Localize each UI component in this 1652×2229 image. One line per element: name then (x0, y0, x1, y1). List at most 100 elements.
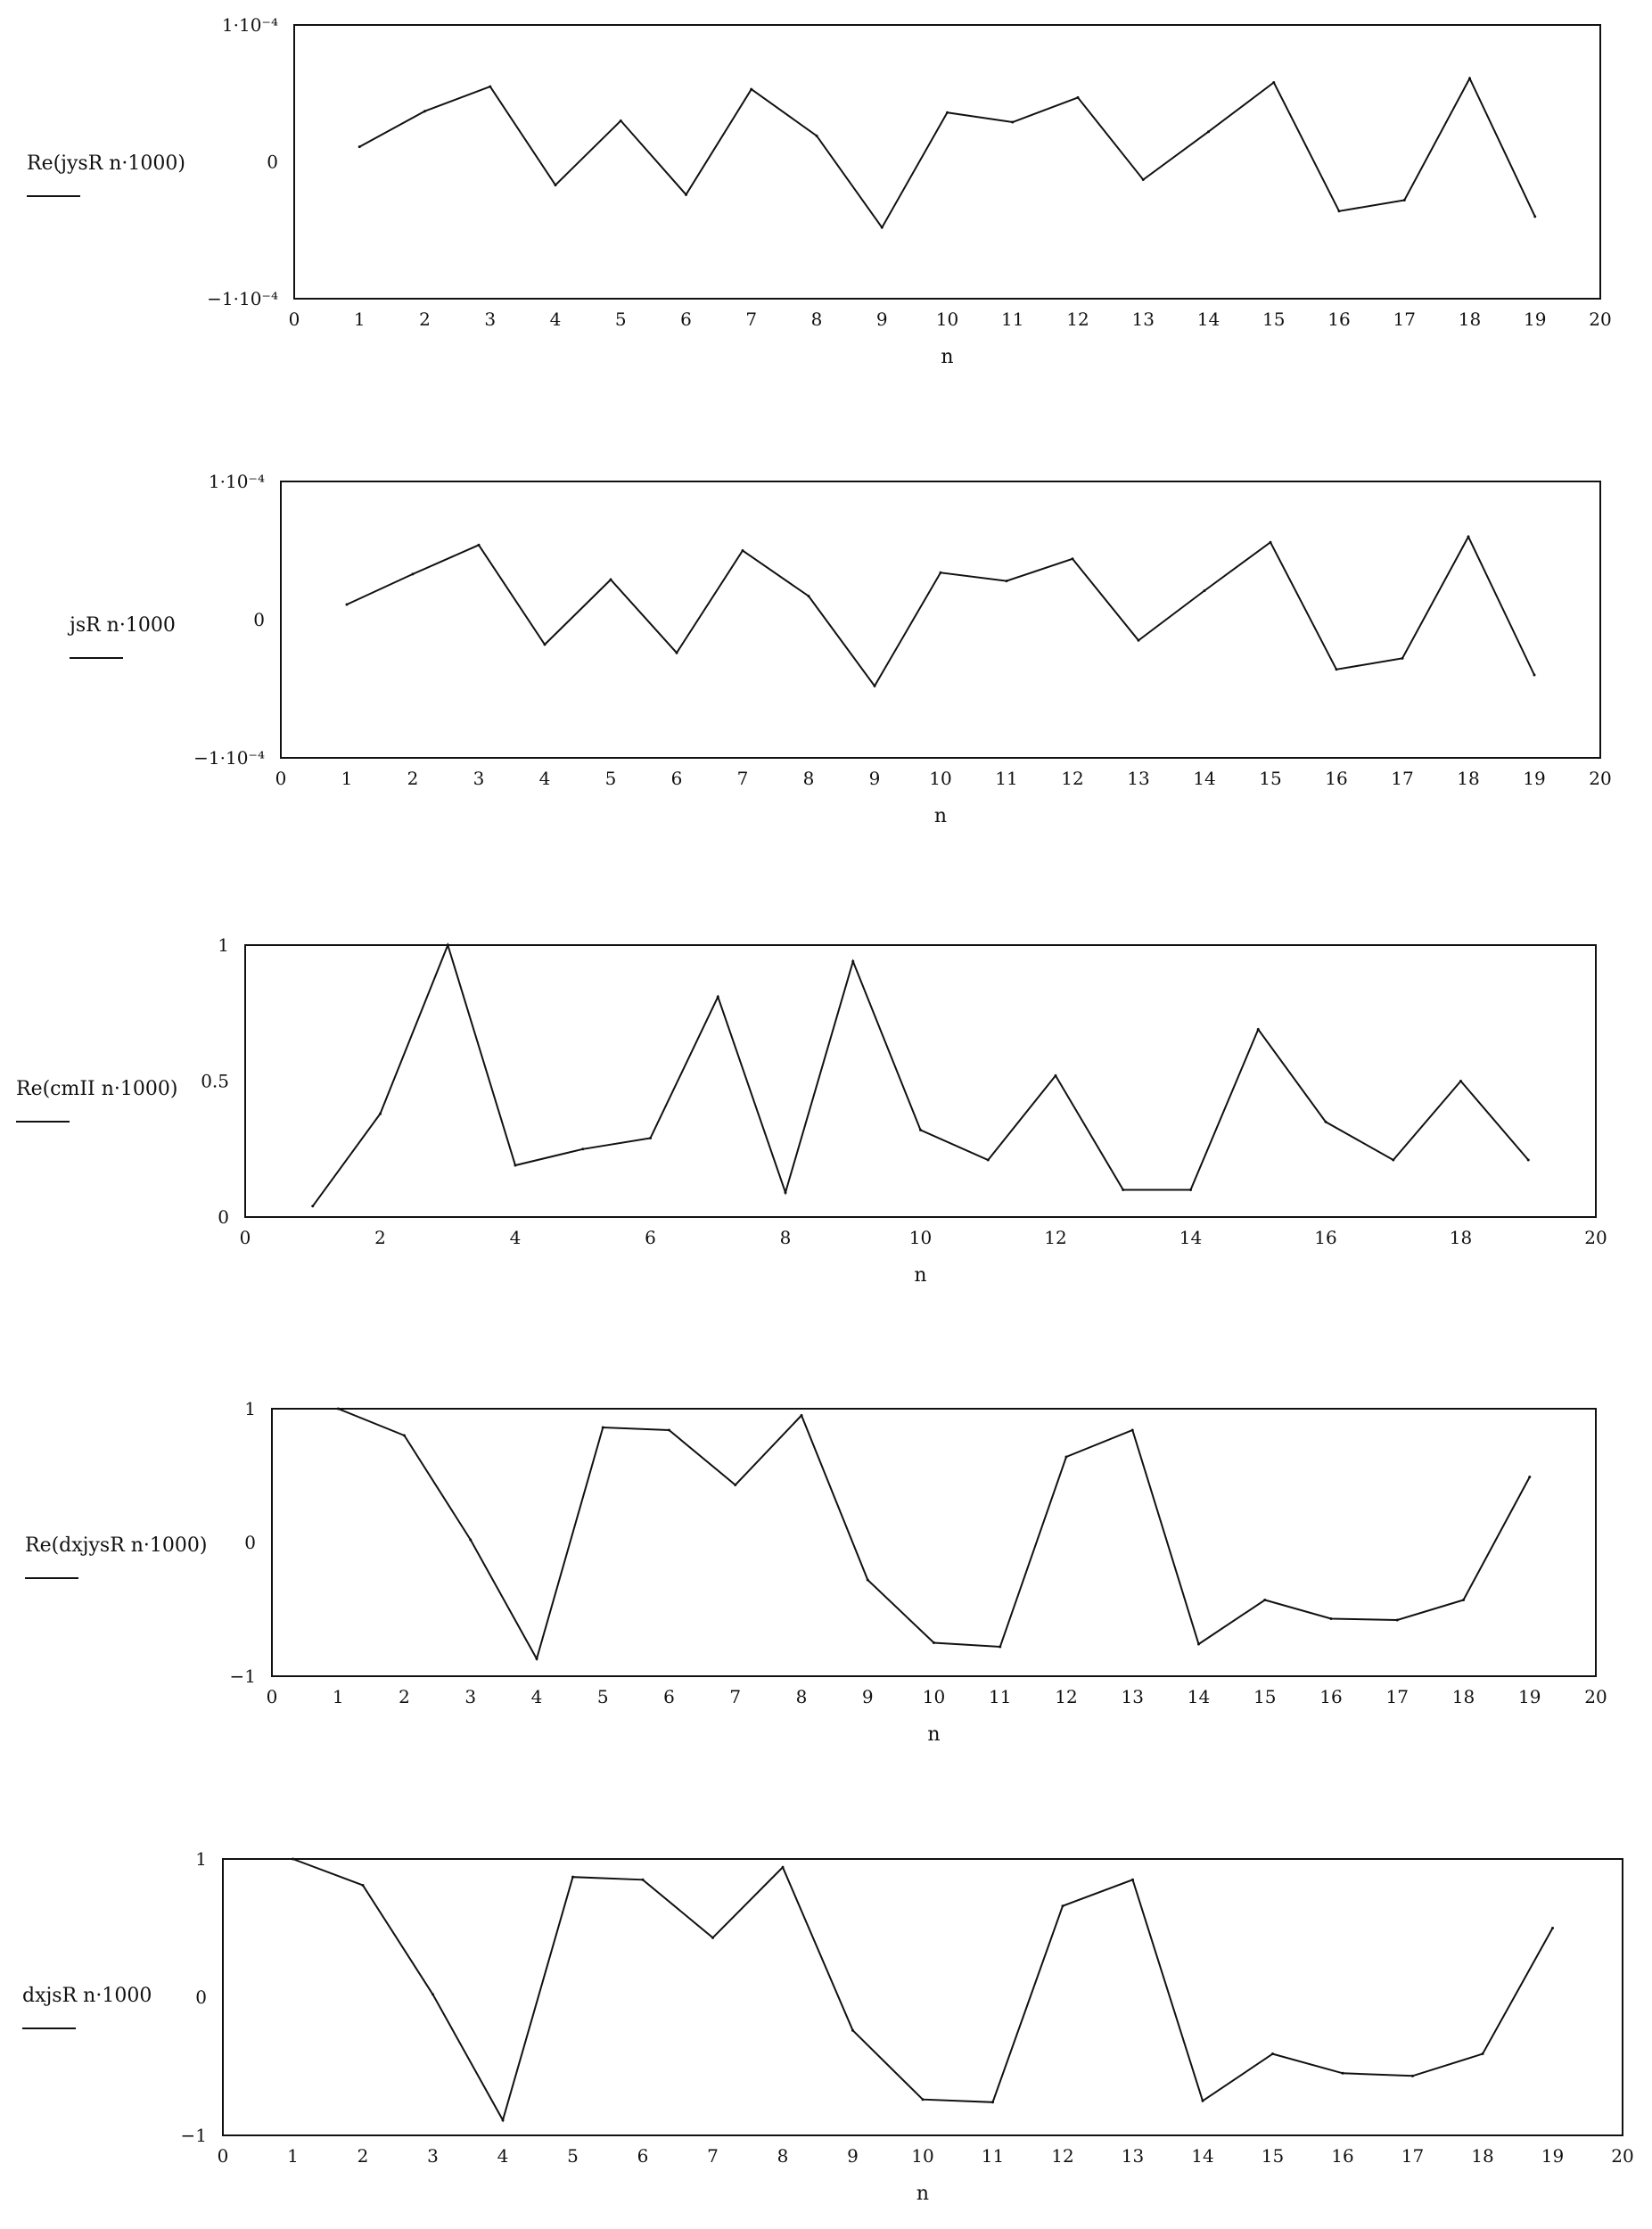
y-tick-label: 0 (253, 609, 265, 630)
data-point (489, 85, 492, 88)
x-tick-label: 6 (637, 2145, 649, 2167)
x-tick-label: 3 (427, 2145, 439, 2167)
x-tick-label: 12 (1055, 1686, 1077, 1707)
data-point (1528, 1476, 1532, 1478)
data-point (446, 943, 449, 947)
x-tick-label: 10 (929, 768, 951, 789)
data-point (1468, 77, 1471, 80)
data-point (535, 1657, 538, 1660)
data-point (1462, 1599, 1465, 1601)
y-tick-label: 0 (267, 152, 278, 173)
data-point (311, 1205, 315, 1208)
x-tick-label: 16 (1327, 308, 1350, 330)
series-line (292, 1858, 1554, 2123)
data-point (1207, 130, 1210, 134)
x-axis-label: n (914, 1264, 926, 1287)
data-point (880, 226, 884, 229)
x-tick-label: 18 (1450, 1227, 1472, 1248)
x-tick-label: 13 (1122, 2145, 1144, 2167)
x-tick-label: 3 (473, 768, 485, 789)
data-point (716, 995, 719, 999)
data-point (1269, 540, 1272, 544)
x-tick-label: 20 (1584, 1227, 1607, 1248)
x-tick-label: 14 (1193, 768, 1215, 789)
x-tick-label: 3 (484, 308, 496, 330)
data-point (999, 1645, 1002, 1649)
x-tick-label: 0 (267, 1686, 278, 1707)
data-point (1337, 210, 1341, 213)
data-point (1189, 1189, 1192, 1191)
y-tick-label: 0 (195, 1986, 207, 2008)
x-tick-label: 17 (1393, 308, 1416, 330)
x-tick-label: 17 (1386, 1686, 1409, 1707)
x-tick-label: 20 (1589, 308, 1611, 330)
data-point (946, 111, 949, 114)
y-tick-label: 1·10⁻⁴ (222, 14, 278, 36)
data-point (423, 110, 426, 113)
data-point (1054, 1073, 1057, 1077)
x-tick-label: 7 (745, 308, 757, 330)
x-tick-label: 0 (289, 308, 300, 330)
x-tick-label: 1 (341, 768, 353, 789)
chart-1: 0 1 2 3 4 5 6 7 8 9 10 11 12 13 14 15 16 17 18 19 201·10⁻⁴0−… (27, 14, 1612, 368)
x-axis-label: n (916, 2183, 929, 2205)
y-tick-label: −1·10⁻⁴ (193, 747, 265, 769)
data-point (851, 959, 855, 963)
x-tick-label: 0 (218, 2145, 229, 2167)
data-point (361, 1883, 365, 1887)
x-tick-label: 17 (1391, 768, 1413, 789)
x-tick-label: 11 (989, 1686, 1011, 1707)
chart-4: 0 1 2 3 4 5 6 7 8 9 10 11 12 13 14 15 16 17 18 19 2010−1nRe(… (25, 1398, 1607, 1746)
x-tick-label: 7 (729, 1686, 741, 1707)
data-point (1526, 1158, 1530, 1162)
x-tick-label: 9 (876, 308, 888, 330)
data-point (1122, 1189, 1125, 1191)
x-tick-label: 11 (995, 768, 1017, 789)
data-point (1533, 215, 1537, 218)
x-tick-label: 9 (847, 2145, 859, 2167)
data-point (1141, 177, 1145, 181)
y-axis-label: Re(dxjysR n·1000) (25, 1534, 208, 1557)
x-tick-label: 7 (707, 2145, 719, 2167)
data-point (581, 1147, 585, 1151)
data-point (649, 1137, 652, 1140)
x-tick-label: 1 (354, 308, 366, 330)
data-point (1076, 95, 1080, 99)
y-tick-label: 1·10⁻⁴ (209, 471, 265, 492)
y-axis-label: Re(cmII n·1000) (16, 1078, 177, 1100)
data-point (1411, 2074, 1414, 2077)
data-point (554, 184, 557, 187)
data-point (1533, 673, 1536, 677)
x-tick-label: 10 (923, 1686, 945, 1707)
x-tick-label: 13 (1132, 308, 1155, 330)
y-tick-label: −1·10⁻⁴ (207, 288, 278, 309)
chart-3: 0 2 4 6 8 10 12 14 16 18 20 1 0.5 0 n Re(cmII n·1000) (16, 934, 1607, 1287)
x-tick-label: 14 (1197, 308, 1220, 330)
x-tick-label: 1 (287, 2145, 299, 2167)
data-point (685, 193, 687, 196)
x-tick-label: 20 (1584, 1686, 1607, 1707)
data-point (939, 571, 942, 574)
x-tick-label: 8 (780, 1227, 792, 1248)
x-tick-label: 14 (1179, 1227, 1202, 1248)
x-tick-label: 11 (1001, 308, 1023, 330)
data-point (1481, 2052, 1484, 2056)
data-point (292, 1857, 294, 1861)
data-point (1131, 1878, 1134, 1881)
plot-frame (222, 1858, 1623, 2136)
x-tick-label: 18 (1471, 2145, 1493, 2167)
data-point (1401, 656, 1404, 660)
series-line (346, 534, 1535, 688)
data-point (403, 1434, 406, 1437)
x-tick-label: 2 (358, 2145, 369, 2167)
x-tick-label: 5 (615, 308, 627, 330)
plot-frame (280, 481, 1601, 759)
x-tick-label: 12 (1051, 2145, 1073, 2167)
x-tick-label: 12 (1066, 308, 1089, 330)
data-point (543, 643, 547, 646)
x-tick-label: 17 (1401, 2145, 1424, 2167)
x-tick-label: 19 (1541, 2145, 1564, 2167)
x-tick-label: 20 (1611, 2145, 1633, 2167)
data-point (1071, 557, 1074, 561)
data-point (1201, 2099, 1204, 2102)
